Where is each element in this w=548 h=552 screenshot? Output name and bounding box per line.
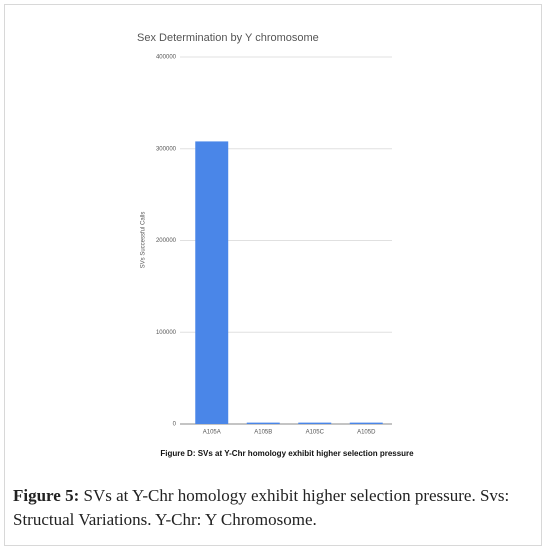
x-tick-label: A105B — [254, 430, 272, 436]
x-tick-label: A105C — [306, 430, 325, 436]
bar — [195, 141, 229, 424]
chart-title: Sex Determination by Y chromosome — [137, 32, 319, 44]
y-tick-label: 200000 — [156, 238, 177, 244]
caption-text: SVs at Y-Chr homology exhibit higher sel… — [13, 486, 510, 529]
y-tick-label: 0 — [173, 422, 177, 428]
y-tick-label: 400000 — [156, 55, 177, 61]
bar — [298, 422, 332, 424]
bar — [349, 422, 383, 424]
y-tick-label: 100000 — [156, 330, 177, 336]
x-tick-label: A105D — [357, 430, 376, 436]
x-tick-label: A105A — [203, 430, 221, 436]
caption-label: Figure 5: — [13, 486, 80, 505]
chart: Sex Determination by Y chromosome SVs Su… — [137, 32, 414, 458]
subcaption: Figure D: SVs at Y-Chr homology exhibit … — [160, 449, 414, 458]
y-axis-label: SVs Successful Calls — [141, 212, 147, 269]
bar — [246, 422, 280, 424]
y-tick-label: 300000 — [156, 146, 177, 152]
figure-frame — [4, 4, 542, 546]
figure-caption: Figure 5: SVs at Y-Chr homology exhibit … — [13, 484, 548, 532]
